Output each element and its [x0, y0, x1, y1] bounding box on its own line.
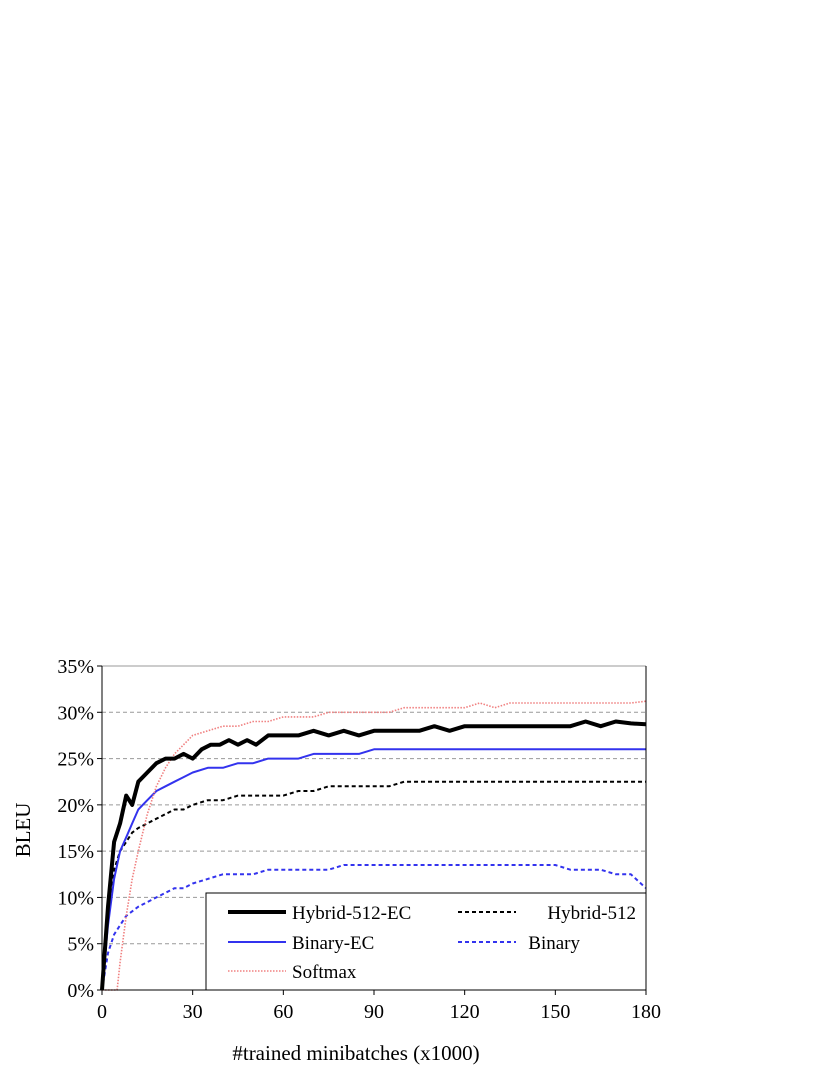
series-line-binary: [101, 864, 647, 991]
x-axis-label: #trained minibatches (x1000): [232, 1041, 479, 1065]
y-axis-label: BLEU: [11, 803, 35, 858]
y-tick-label: 25%: [57, 749, 94, 771]
y-tick-label: 35%: [57, 656, 94, 678]
legend-label: Binary-EC: [292, 933, 374, 954]
legend: Hybrid-512-EC Hybrid-512 Binary-EC Binary So…: [205, 892, 647, 991]
legend-label: Binary: [528, 933, 580, 954]
x-tick-label: 120: [450, 1001, 480, 1023]
x-tick-label: 0: [97, 1001, 107, 1023]
series-layer: [100, 700, 647, 991]
x-tick-label: 30: [183, 1001, 203, 1023]
legend-label: Hybrid-512-EC: [292, 903, 411, 924]
y-tick-label: 15%: [57, 841, 94, 863]
x-tick-label: 150: [540, 1001, 570, 1023]
series-line-hybrid-512-ec: [100, 719, 647, 991]
legend-label: Softmax: [292, 962, 357, 983]
y-tick-label: 0%: [67, 980, 94, 1002]
series-line-softmax: [102, 700, 647, 991]
legend-label: Hybrid-512: [547, 903, 636, 924]
series-line-binary-ec: [101, 748, 646, 991]
series-line-hybrid-512: [101, 780, 646, 991]
y-tick-label: 5%: [67, 934, 94, 956]
grid-lines: [102, 665, 646, 945]
x-tick-label: 180: [631, 1001, 661, 1023]
x-tick-label: 60: [273, 1001, 293, 1023]
y-tick-label: 30%: [57, 702, 94, 724]
y-tick-label: 10%: [57, 887, 94, 909]
y-tick-label: 20%: [57, 795, 94, 817]
tick-labels: 0% 5% 10% 15% 20% 25% 30% 35% 0 30 60 90 120 150 180: [57, 656, 661, 1023]
x-tick-label: 90: [364, 1001, 384, 1023]
